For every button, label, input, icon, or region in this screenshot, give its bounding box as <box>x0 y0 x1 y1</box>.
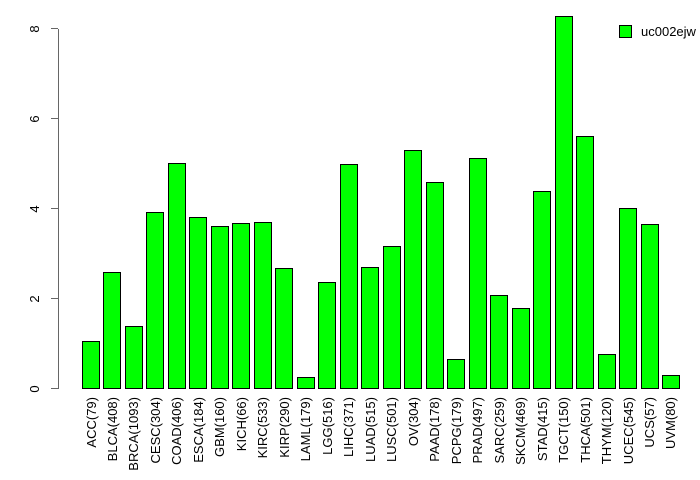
x-tick-label: KIRC(533) <box>255 397 271 459</box>
legend-swatch <box>619 25 632 38</box>
x-tick-label: OV(304) <box>405 397 421 447</box>
x-tick-label: BRCA(1093) <box>126 397 142 471</box>
bar <box>232 223 251 389</box>
x-tick-label: BLCA(408) <box>104 397 120 462</box>
x-tick-label: THYM(120) <box>599 397 615 465</box>
x-tick-label: UCEC(545) <box>620 397 636 465</box>
bar <box>210 225 229 389</box>
bar <box>189 216 208 389</box>
x-tick-label: KIRP(290) <box>276 397 292 458</box>
x-tick-label: ACC(79) <box>83 397 99 448</box>
x-tick-label: COAD(406) <box>169 397 185 465</box>
y-tick-label: 6 <box>26 115 42 123</box>
bar <box>296 377 315 389</box>
x-tick-label: PRAD(497) <box>470 397 486 464</box>
x-tick-label: ESCA(184) <box>190 397 206 463</box>
y-tick-mark <box>51 388 58 389</box>
x-tick-label: UVM(80) <box>663 397 679 450</box>
bar <box>490 295 509 389</box>
bar <box>511 308 530 389</box>
bar <box>619 207 638 389</box>
bar <box>661 374 680 389</box>
y-axis-line <box>58 29 59 389</box>
bar <box>597 354 616 389</box>
x-tick-label: SKCM(469) <box>513 397 529 465</box>
bar <box>361 266 380 389</box>
x-tick-label: TGCT(150) <box>556 397 572 463</box>
y-tick-label: 0 <box>26 385 42 393</box>
bar <box>146 211 165 389</box>
y-tick-mark <box>51 208 58 209</box>
x-tick-label: KICH(66) <box>233 397 249 452</box>
x-tick-label: STAD(415) <box>534 397 550 462</box>
x-tick-label: CESC(304) <box>147 397 163 464</box>
bar <box>576 135 595 389</box>
x-tick-label: UCS(57) <box>642 397 657 448</box>
x-tick-label: PCPG(179) <box>448 397 464 465</box>
bar <box>425 182 444 389</box>
x-tick-label: SARC(259) <box>491 397 507 464</box>
bar <box>82 341 100 389</box>
y-tick-mark <box>51 298 58 299</box>
bar <box>167 162 186 389</box>
x-tick-label: PAAD(178) <box>427 397 443 462</box>
bar <box>404 149 423 389</box>
y-tick-label: 2 <box>26 295 42 303</box>
x-tick-label: GBM(160) <box>212 397 228 457</box>
bar <box>253 221 272 389</box>
y-tick-mark <box>51 28 58 29</box>
legend: uc002ejw <box>619 24 696 39</box>
bar <box>124 326 143 389</box>
y-tick-label: 8 <box>26 25 42 33</box>
x-tick-label: LUAD(515) <box>362 397 378 463</box>
bar <box>275 267 294 389</box>
y-tick-label: 4 <box>26 205 42 213</box>
bar <box>533 191 552 389</box>
x-tick-label: THCA(501) <box>577 397 593 463</box>
x-tick-label: LIHC(371) <box>341 397 357 457</box>
bar <box>339 163 358 389</box>
bar <box>447 359 466 389</box>
x-tick-label: LUSC(501) <box>384 397 400 463</box>
bar <box>468 157 487 389</box>
legend-label: uc002ejw <box>641 24 696 39</box>
x-tick-label: LAML(179) <box>298 397 314 462</box>
bar <box>554 16 573 389</box>
bar <box>103 271 122 389</box>
y-tick-mark <box>51 118 58 119</box>
bar <box>640 224 659 389</box>
bar <box>318 282 337 389</box>
bar <box>382 246 401 389</box>
x-tick-label: LGG(516) <box>319 397 335 455</box>
